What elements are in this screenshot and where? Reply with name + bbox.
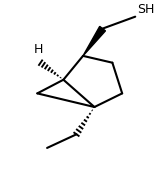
Text: H: H [34, 43, 44, 56]
Polygon shape [83, 26, 105, 56]
Text: SH: SH [137, 3, 154, 16]
